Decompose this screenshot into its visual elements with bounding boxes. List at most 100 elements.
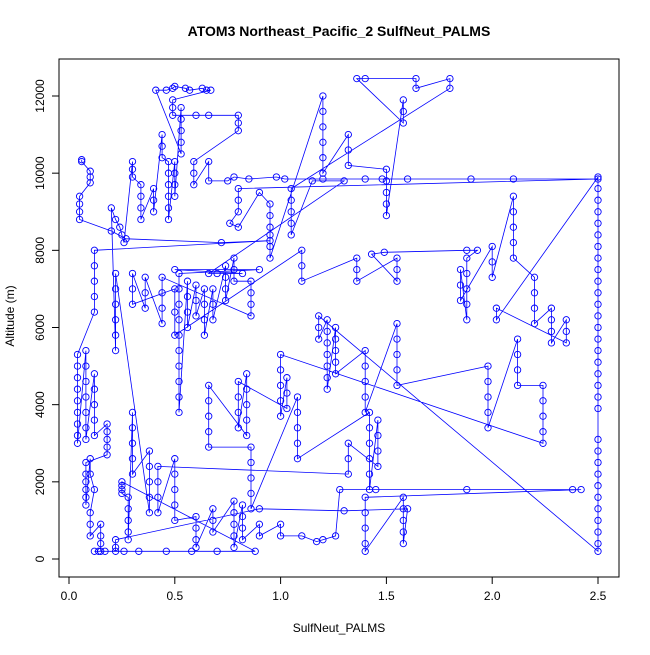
data-point: [378, 175, 386, 183]
data-point: [75, 200, 84, 208]
data-point: [192, 543, 200, 552]
data-point: [200, 331, 209, 339]
data-point: [90, 401, 99, 409]
data-point: [463, 254, 471, 262]
data-point: [283, 404, 291, 413]
series-line: [77, 78, 599, 553]
data-point: [221, 296, 230, 305]
data-point: [128, 300, 137, 308]
data-point: [287, 231, 295, 239]
data-point: [73, 374, 82, 382]
data-point: [594, 393, 602, 401]
data-point: [247, 312, 255, 320]
data-point: [75, 208, 84, 216]
data-point: [365, 439, 374, 447]
data-point: [171, 265, 179, 274]
data-point: [382, 188, 391, 197]
data-point: [200, 285, 209, 293]
data-point: [111, 316, 120, 324]
data-point: [539, 428, 547, 436]
data-point: [361, 393, 369, 401]
data-point: [145, 509, 154, 517]
data-point: [209, 528, 217, 536]
x-tick-label: 2.0: [484, 589, 501, 603]
data-point: [192, 312, 200, 320]
data-point: [82, 424, 90, 432]
data-point: [594, 370, 602, 378]
data-point: [86, 470, 94, 478]
data-point: [361, 547, 369, 555]
data-point: [73, 397, 82, 405]
data-point: [276, 520, 285, 528]
data-point: [374, 462, 382, 471]
data-point: [509, 175, 518, 183]
data-point: [293, 424, 302, 432]
data-point: [594, 493, 602, 501]
data-point: [118, 478, 126, 486]
data-point: [128, 408, 137, 417]
data-point: [97, 520, 105, 528]
data-point: [315, 312, 323, 320]
data-point: [255, 532, 264, 540]
data-point: [154, 478, 162, 486]
x-axis-label: SulfNeut_PALMS: [293, 621, 386, 635]
data-point: [171, 82, 179, 91]
data-point: [374, 416, 382, 424]
data-point: [234, 208, 242, 216]
x-tick-label: 0.5: [166, 589, 183, 603]
data-point: [547, 304, 556, 312]
data-point: [530, 273, 539, 281]
data-point: [207, 86, 215, 94]
data-point: [145, 493, 154, 501]
data-point: [382, 177, 391, 185]
data-point: [120, 547, 128, 555]
data-point: [393, 335, 401, 343]
data-point: [353, 254, 361, 262]
data-point: [331, 346, 340, 355]
data-point: [594, 173, 602, 181]
data-point: [111, 285, 120, 293]
data-point: [86, 173, 94, 181]
data-point: [177, 150, 185, 158]
y-tick-label: 2000: [33, 468, 47, 495]
data-point: [205, 443, 213, 451]
data-point: [149, 184, 158, 193]
data-point: [287, 219, 295, 227]
data-point: [145, 478, 154, 486]
data-point: [118, 489, 126, 498]
data-point: [183, 292, 192, 301]
data-point: [323, 374, 331, 382]
data-point: [90, 246, 99, 254]
data-point: [331, 358, 340, 366]
data-point: [90, 416, 99, 424]
data-point: [319, 169, 327, 177]
data-point: [177, 127, 185, 135]
data-point: [594, 547, 602, 555]
data-point: [463, 246, 471, 254]
x-axis: 0.0 0.5 1.0 1.5 2.0 2.5: [61, 576, 607, 603]
data-point: [82, 362, 90, 370]
data-point: [293, 439, 302, 447]
data-point: [298, 246, 306, 254]
data-point: [577, 485, 585, 494]
data-point: [365, 424, 374, 432]
data-point: [456, 296, 465, 305]
data-point: [372, 485, 380, 494]
data-point: [488, 273, 496, 281]
data-point: [82, 485, 90, 494]
data-point: [344, 470, 352, 478]
data-point: [221, 273, 230, 281]
data-point: [393, 350, 401, 359]
data-point: [145, 462, 154, 471]
x-tick-label: 1.0: [272, 589, 289, 603]
data-point: [530, 304, 539, 312]
data-point: [488, 258, 496, 266]
data-point: [101, 547, 109, 555]
data-point: [213, 269, 221, 278]
data-point: [238, 524, 247, 532]
data-point: [365, 470, 374, 478]
data-point: [141, 289, 149, 297]
data-point: [217, 238, 226, 247]
data-point: [175, 331, 183, 339]
